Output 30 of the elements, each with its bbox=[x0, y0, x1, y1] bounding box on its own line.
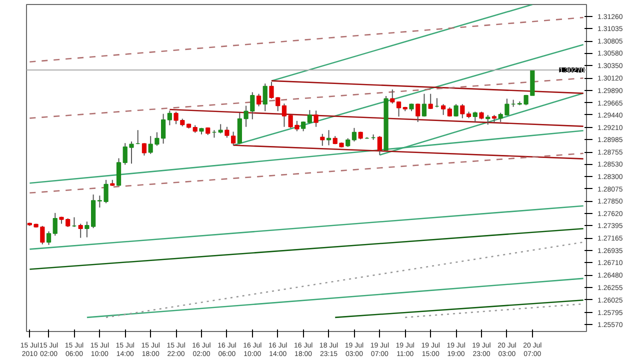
candlestick bbox=[454, 104, 458, 118]
candlestick bbox=[282, 103, 287, 128]
candlestick bbox=[116, 158, 122, 186]
candlestick bbox=[416, 103, 420, 122]
candlestick bbox=[428, 93, 433, 110]
candlestick bbox=[377, 136, 382, 156]
candlestick bbox=[46, 230, 52, 246]
candlestick bbox=[486, 114, 490, 126]
candlestick bbox=[231, 131, 236, 146]
candlestick bbox=[52, 212, 58, 236]
candlestick bbox=[142, 142, 147, 156]
candlestick bbox=[276, 96, 280, 112]
candlestick bbox=[256, 93, 262, 107]
candlestick bbox=[262, 83, 268, 112]
candlestick bbox=[269, 81, 274, 100]
candlestick bbox=[314, 110, 318, 128]
candlestick bbox=[352, 127, 357, 142]
candlestick bbox=[472, 111, 478, 122]
candlestick bbox=[78, 223, 83, 238]
candlestick bbox=[218, 124, 223, 134]
candlestick bbox=[441, 104, 446, 116]
candlestick bbox=[307, 110, 312, 124]
candlestick bbox=[40, 225, 45, 245]
candlestick bbox=[167, 110, 172, 126]
candlestick bbox=[460, 104, 465, 119]
candlestick bbox=[422, 93, 427, 118]
candlestick bbox=[396, 100, 402, 118]
candlestick bbox=[320, 133, 325, 146]
candlestick bbox=[390, 89, 395, 104]
candlestick bbox=[224, 126, 230, 138]
